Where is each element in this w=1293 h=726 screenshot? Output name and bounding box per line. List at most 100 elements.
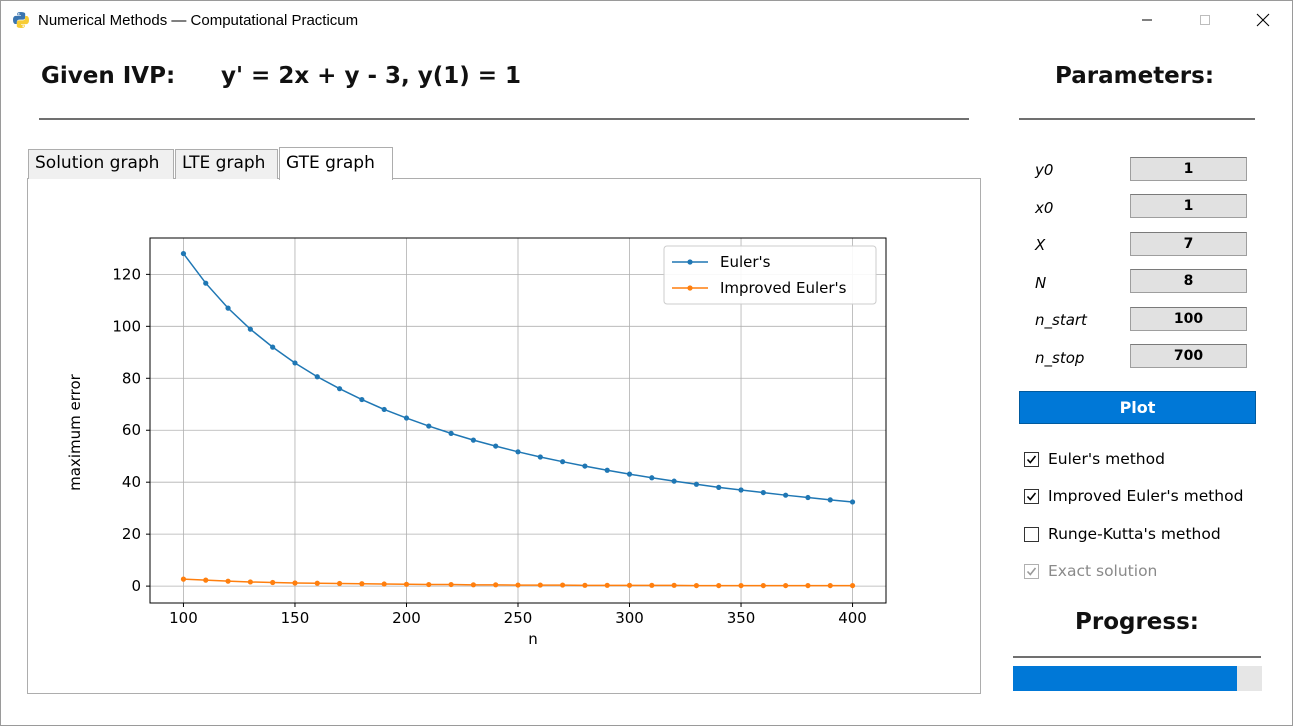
- header-divider: [39, 118, 969, 120]
- data-point: [225, 305, 231, 311]
- data-point: [537, 582, 543, 588]
- data-point: [493, 443, 499, 449]
- y-tick-label: 120: [112, 265, 141, 283]
- tab-gte-graph[interactable]: GTE graph: [279, 147, 393, 180]
- window-title: Numerical Methods — Computational Practi…: [38, 12, 359, 29]
- runge-kutta-method-checkbox[interactable]: Runge-Kutta's method: [1024, 523, 1221, 545]
- data-point: [336, 580, 343, 587]
- data-point: [604, 582, 610, 588]
- x-tick-label: 200: [392, 609, 421, 627]
- ivp-label: Given IVP:: [41, 63, 176, 89]
- data-point: [671, 582, 677, 588]
- checkbox-box: [1024, 451, 1039, 467]
- data-point: [381, 581, 387, 587]
- data-point: [448, 430, 454, 436]
- n-field[interactable]: [1130, 269, 1247, 293]
- data-point: [805, 494, 811, 501]
- legend-box: [663, 245, 877, 305]
- exact-solution-label: Exact solution: [1048, 562, 1158, 580]
- y-tick-label: 100: [112, 317, 141, 335]
- data-point: [403, 581, 410, 587]
- y-tick-label: 20: [122, 525, 141, 543]
- data-point: [671, 478, 677, 484]
- y-axis-label: maximum error: [66, 373, 84, 490]
- y-tick-label: 60: [122, 421, 141, 439]
- tab-lte-graph[interactable]: LTE graph: [175, 149, 278, 179]
- legend-marker: [687, 285, 693, 291]
- maximize-icon: [1200, 15, 1210, 25]
- data-point: [336, 386, 343, 392]
- data-point: [693, 481, 700, 487]
- data-point: [716, 582, 722, 589]
- data-point: [225, 578, 231, 584]
- data-point: [292, 580, 298, 586]
- progress-divider: [1013, 656, 1261, 658]
- data-point: [783, 582, 789, 589]
- legend: Euler's Improved Euler's: [663, 245, 877, 305]
- data-point: [359, 581, 365, 587]
- x-end-field[interactable]: [1130, 232, 1247, 256]
- y-tick-label: 40: [122, 473, 141, 491]
- checkbox-box: [1024, 526, 1039, 542]
- n-stop-label: n_stop: [1035, 349, 1085, 367]
- data-point: [314, 374, 320, 380]
- data-point: [582, 582, 588, 588]
- exact-solution-checkbox: Exact solution: [1024, 560, 1157, 582]
- plot-frame: [149, 237, 887, 604]
- runge-kutta-method-label: Runge-Kutta's method: [1048, 525, 1221, 543]
- legend-marker: [687, 259, 693, 265]
- progress-bar-fill: [1013, 666, 1238, 691]
- data-point: [180, 576, 187, 582]
- data-point: [203, 280, 209, 286]
- data-point: [560, 459, 566, 465]
- maximize-button[interactable]: [1176, 1, 1234, 39]
- n-start-label: n_start: [1035, 311, 1087, 329]
- euler-method-checkbox[interactable]: Euler's method: [1024, 448, 1165, 470]
- data-point: [180, 250, 187, 257]
- tab-solution-graph[interactable]: Solution graph: [28, 149, 174, 179]
- euler-method-label: Euler's method: [1048, 450, 1165, 468]
- close-button[interactable]: [1234, 1, 1292, 39]
- data-point: [604, 467, 610, 473]
- graph-panel: 100 150 200 250 300 350 400 0 20 40 60 80 100 120 n max…: [27, 178, 981, 694]
- x-tick-label: 100: [169, 609, 198, 627]
- x-tick-label: 250: [504, 609, 533, 627]
- gte-chart: 100 150 200 250 300 350 400 0 20 40 60 80 100 120 n max…: [66, 237, 887, 648]
- x-axis-label: n: [528, 630, 538, 648]
- data-point: [849, 582, 856, 589]
- data-point: [247, 326, 253, 332]
- y-tick-label: 0: [131, 577, 141, 595]
- data-point: [537, 454, 543, 460]
- data-point: [760, 489, 766, 496]
- legend-label: Euler's: [720, 253, 771, 271]
- improved-euler-method-checkbox[interactable]: Improved Euler's method: [1024, 485, 1243, 507]
- x0-field[interactable]: [1130, 194, 1247, 218]
- y-tick-label: 80: [122, 369, 141, 387]
- n-stop-field[interactable]: [1130, 344, 1247, 368]
- data-point: [270, 579, 276, 586]
- data-point: [448, 581, 454, 588]
- data-point: [716, 484, 722, 490]
- data-point: [626, 582, 633, 588]
- data-point: [560, 582, 566, 588]
- data-point: [649, 582, 655, 588]
- python-icon: [13, 12, 29, 28]
- data-point: [470, 582, 476, 588]
- x-tick-label: 150: [281, 609, 310, 627]
- n-start-field[interactable]: [1130, 307, 1247, 331]
- check-icon: [1026, 492, 1037, 501]
- data-point: [515, 582, 521, 588]
- data-point: [381, 406, 387, 413]
- data-point: [738, 487, 744, 493]
- progress-bar: [1013, 666, 1262, 691]
- data-point: [314, 580, 320, 586]
- data-point: [515, 449, 521, 455]
- minimize-icon: [1142, 19, 1152, 21]
- data-point: [760, 582, 766, 589]
- data-point: [426, 423, 432, 429]
- data-point: [270, 344, 276, 350]
- y0-field[interactable]: [1130, 157, 1247, 181]
- minimize-button[interactable]: [1118, 1, 1176, 39]
- data-point: [493, 582, 499, 588]
- plot-button[interactable]: Plot: [1019, 391, 1256, 424]
